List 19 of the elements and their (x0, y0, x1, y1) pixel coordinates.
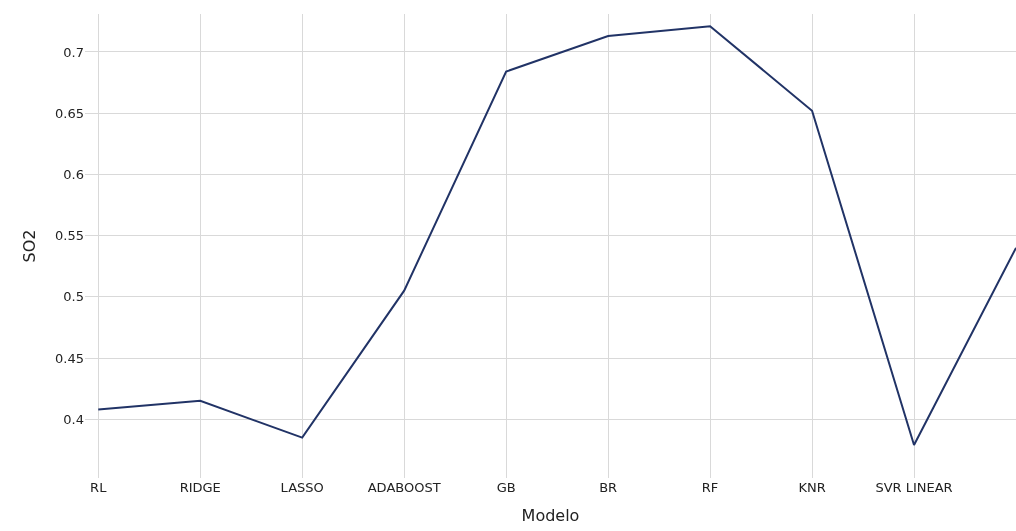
x-tick-label: KNR (798, 480, 826, 495)
y-tick-label: 0.55 (55, 228, 84, 244)
x-tick-label: SVR LINEAR (875, 480, 953, 495)
x-axis-title: Modelo (521, 505, 580, 525)
x-tick-label: BR (599, 480, 618, 495)
y-tick-label: 0.45 (55, 350, 84, 366)
y-tick-label: 0.7 (63, 44, 84, 60)
x-tick-label: RIDGE (179, 480, 221, 495)
y-tick-label: 0.6 (63, 166, 84, 182)
y-tick-label: 0.5 (63, 289, 84, 305)
y-tick-label: 0.65 (55, 105, 84, 121)
x-tick-label: RF (701, 480, 719, 495)
x-tick-label: RL (90, 480, 108, 495)
x-tick-label: ADABOOST (367, 480, 441, 495)
y-axis-title: SO2 (19, 229, 39, 263)
x-tick-label: LASSO (280, 480, 324, 495)
x-tick-label: GB (496, 480, 516, 495)
line-series (97, 25, 1016, 446)
y-tick-label: 0.4 (63, 411, 84, 427)
